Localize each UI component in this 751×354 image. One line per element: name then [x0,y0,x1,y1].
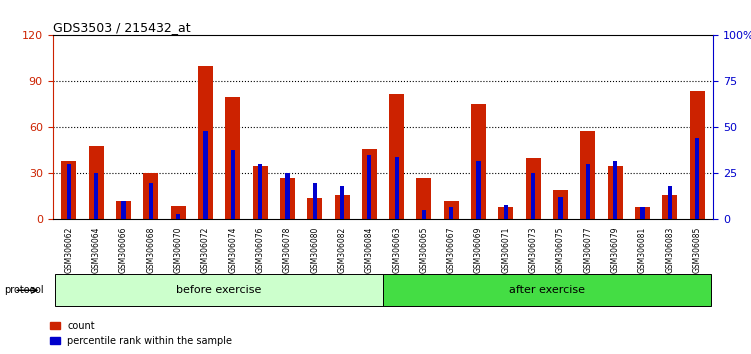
Text: GSM306073: GSM306073 [529,227,538,273]
Bar [471,104,486,219]
Text: GSM306067: GSM306067 [447,227,456,273]
Bar [307,198,322,219]
Bar [62,161,77,219]
Text: GSM306075: GSM306075 [556,227,565,273]
Legend: count, percentile rank within the sample: count, percentile rank within the sample [50,321,232,346]
Bar [608,166,623,219]
Bar [149,183,153,219]
Text: GSM306079: GSM306079 [611,227,620,273]
Bar [340,186,344,219]
Bar [231,149,235,219]
Bar [383,274,710,306]
Bar [695,138,699,219]
Text: GSM306085: GSM306085 [692,227,701,273]
Bar [499,207,514,219]
Bar [362,149,377,219]
Text: GSM306072: GSM306072 [201,227,210,273]
Text: GSM306063: GSM306063 [392,227,401,273]
Bar [641,207,644,219]
Bar [143,173,158,219]
Bar [258,164,262,219]
Bar [581,131,596,219]
Text: GSM306080: GSM306080 [310,227,319,273]
Text: GSM306064: GSM306064 [92,227,101,273]
Bar [586,164,590,219]
Bar [204,131,207,219]
Text: GSM306083: GSM306083 [665,227,674,273]
Text: after exercise: after exercise [509,285,585,295]
Bar [176,214,180,219]
Bar [553,190,568,219]
Bar [662,195,677,219]
Text: GSM306068: GSM306068 [146,227,155,273]
Bar [89,146,104,219]
Bar [635,207,650,219]
Bar [94,173,98,219]
Text: protocol: protocol [4,285,44,295]
Bar [252,166,267,219]
Bar [367,155,372,219]
Bar [56,274,383,306]
Bar [449,207,454,219]
Text: GSM306062: GSM306062 [65,227,74,273]
Bar [312,183,317,219]
Bar [225,97,240,219]
Text: GSM306076: GSM306076 [255,227,264,273]
Bar [476,161,481,219]
Bar [394,157,399,219]
Bar [526,158,541,219]
Text: GSM306081: GSM306081 [638,227,647,273]
Text: before exercise: before exercise [176,285,262,295]
Bar [613,161,617,219]
Bar [198,66,213,219]
Bar [504,205,508,219]
Text: GSM306070: GSM306070 [173,227,182,273]
Bar [122,201,125,219]
Bar [531,173,535,219]
Text: GSM306077: GSM306077 [584,227,593,273]
Text: GSM306066: GSM306066 [119,227,128,273]
Bar [559,198,562,219]
Bar [280,178,295,219]
Text: GSM306071: GSM306071 [502,227,511,273]
Bar [668,186,672,219]
Bar [444,201,459,219]
Text: GDS3503 / 215432_at: GDS3503 / 215432_at [53,21,190,34]
Bar [422,210,426,219]
Text: GSM306074: GSM306074 [228,227,237,273]
Bar [116,201,131,219]
Bar [67,164,71,219]
Text: GSM306069: GSM306069 [474,227,483,273]
Bar [389,94,404,219]
Text: GSM306082: GSM306082 [337,227,346,273]
Bar [689,91,704,219]
Text: GSM306084: GSM306084 [365,227,374,273]
Bar [417,178,432,219]
Bar [170,206,185,219]
Bar [334,195,349,219]
Text: GSM306065: GSM306065 [420,227,429,273]
Text: GSM306078: GSM306078 [283,227,292,273]
Bar [285,173,290,219]
